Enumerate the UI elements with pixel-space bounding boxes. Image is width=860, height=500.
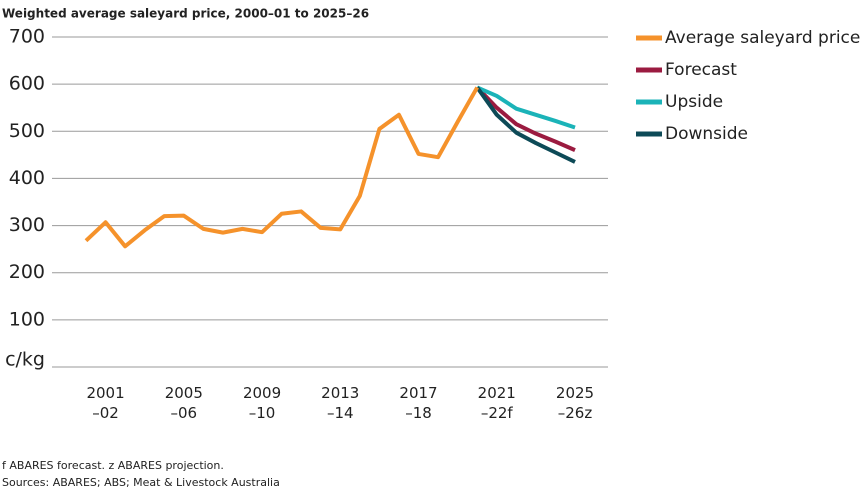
x-tick-label: 2025 –26z <box>556 384 594 422</box>
x-tick-label: 2005 –06 <box>165 384 203 422</box>
legend-label: Upside <box>665 92 723 112</box>
series-line <box>84 86 479 249</box>
y-tick-label: 700 <box>9 26 45 48</box>
series-line <box>476 85 576 130</box>
y-axis-label: c/kg <box>5 349 45 371</box>
x-tick-label: 2013 –14 <box>321 384 359 422</box>
legend-label: Average saleyard price <box>665 28 860 48</box>
y-tick-label: 200 <box>9 261 45 283</box>
x-tick-label: 2001 –02 <box>86 384 124 422</box>
x-tick-label: 2017 –18 <box>399 384 437 422</box>
series-line <box>475 86 576 164</box>
footnote: f ABARES forecast. z ABARES projection. <box>2 459 224 472</box>
chart-title: Weighted average saleyard price, 2000–01… <box>2 7 369 21</box>
y-tick-label: 400 <box>9 167 45 189</box>
y-tick-label: 100 <box>9 308 45 330</box>
x-tick-label: 2009 –10 <box>243 384 281 422</box>
y-tick-label: 600 <box>9 73 45 95</box>
y-tick-label: 300 <box>9 214 45 236</box>
source-note: Sources: ABARES; ABS; Meat & Livestock A… <box>2 476 280 489</box>
legend-label: Forecast <box>665 60 737 80</box>
x-tick-label: 2021 –22f <box>478 384 516 422</box>
series-line <box>475 86 576 152</box>
y-tick-label: 500 <box>9 120 45 142</box>
legend-label: Downside <box>665 124 748 144</box>
